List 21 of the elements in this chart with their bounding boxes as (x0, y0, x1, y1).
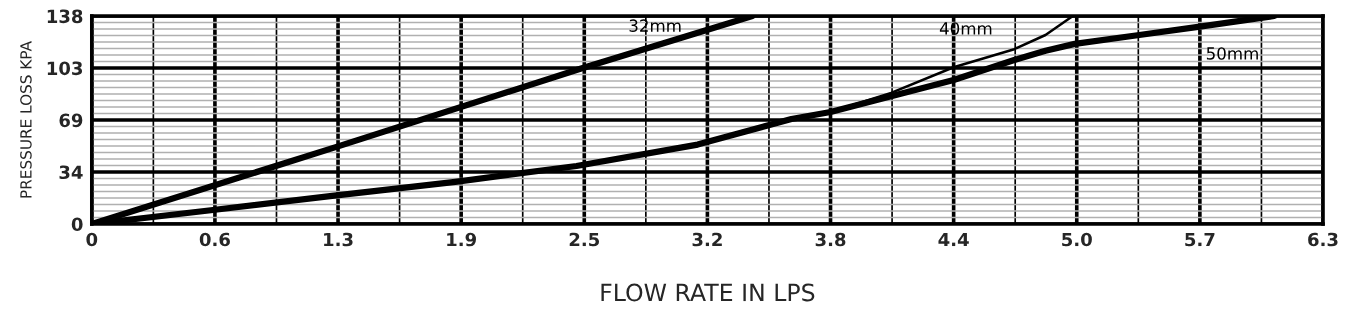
y-tick-label: 103 (47, 61, 83, 76)
x-tick-label: 5.0 (1062, 232, 1092, 247)
x-axis-title: FLOW RATE IN LPS (601, 283, 815, 302)
y-tick-label: 138 (47, 9, 83, 24)
x-tick-label: 4.4 (938, 232, 969, 247)
x-tick-label: 3.2 (692, 232, 722, 247)
y-tick-label: 0 (71, 217, 83, 232)
series-label: 50mm (1206, 47, 1258, 60)
x-tick-label: 2.5 (569, 232, 600, 247)
series-label: 32mm (629, 19, 681, 32)
x-tick-label: 0.6 (199, 232, 230, 247)
y-tick-label: 34 (59, 165, 83, 180)
x-tick-label: 6.3 (1308, 232, 1338, 247)
y-tick-label: 69 (59, 113, 83, 128)
x-tick-label: 1.3 (324, 232, 353, 247)
x-tick-label: 0 (86, 232, 98, 247)
x-tick-label: 5.7 (1185, 232, 1215, 247)
series-label: 40mm (939, 22, 992, 35)
x-tick-label: 1.9 (447, 232, 476, 247)
y-axis-title: PRESSURE LOSS KPA (20, 41, 32, 198)
x-tick-label: 3.8 (815, 232, 846, 247)
